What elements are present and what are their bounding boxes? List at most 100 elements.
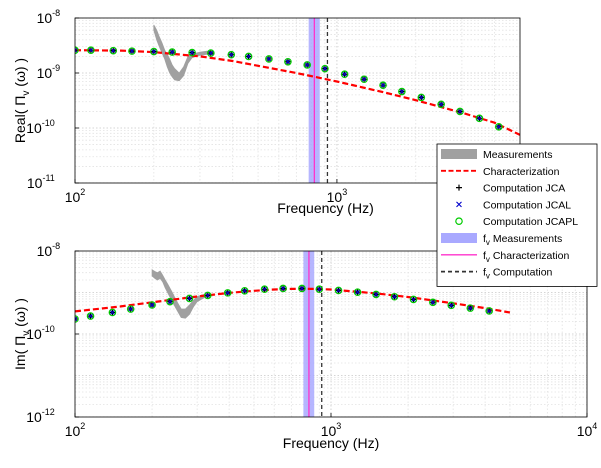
tick-exponent: 2 xyxy=(80,187,85,197)
x-tick-label: 104 xyxy=(577,421,598,439)
legend-label-main: f xyxy=(483,267,486,279)
tick-exponent: -12 xyxy=(42,407,55,417)
jcapl-point xyxy=(321,64,329,73)
jcapl-point xyxy=(437,100,445,109)
jcal-point xyxy=(486,308,492,314)
grid xyxy=(75,251,587,417)
jcal-point xyxy=(361,76,367,82)
jcal-point xyxy=(399,88,405,95)
jcal-point xyxy=(280,285,286,292)
jcal-point xyxy=(335,287,342,294)
jcal-point xyxy=(391,294,398,300)
tick-exponent: -8 xyxy=(52,241,60,251)
jcal-point xyxy=(245,53,252,60)
jcapl-point xyxy=(148,301,156,309)
jcal-point xyxy=(476,115,483,122)
jcal-point xyxy=(448,302,454,309)
jcapl-point xyxy=(372,290,380,299)
jcal-point xyxy=(149,302,155,308)
jcal-point xyxy=(208,50,214,56)
legend-label: Computation JCAL xyxy=(483,199,571,211)
legend-label-rest: Computation xyxy=(490,267,553,279)
legend-swatch-circle xyxy=(455,217,463,226)
y-tick-label: 10-10 xyxy=(26,324,55,342)
legend-label-main: f xyxy=(483,250,486,262)
legend-label: fv Measurements xyxy=(483,233,562,247)
jcapl-point xyxy=(244,52,253,61)
jcapl-point xyxy=(87,46,95,54)
legend-swatch-plus xyxy=(456,184,462,191)
tick-base: 10 xyxy=(65,423,81,439)
legend-swatch-x xyxy=(456,201,462,208)
tick-base: 10 xyxy=(26,120,42,136)
jcapl-point xyxy=(109,46,118,55)
legend-label-main: Computation JCAL xyxy=(483,199,571,211)
jcal-point xyxy=(299,285,305,292)
measurements-band xyxy=(151,269,205,319)
jcapl-point xyxy=(429,298,437,307)
x-tick-label: 102 xyxy=(65,187,86,205)
jcapl-point xyxy=(303,61,311,69)
axes-frame xyxy=(74,17,521,184)
jcapl-point xyxy=(475,114,484,123)
jcal-point xyxy=(205,292,211,299)
jcapl-point xyxy=(456,107,464,116)
jcapl-point xyxy=(207,49,215,57)
jcal-point xyxy=(430,299,436,306)
jcapl-point xyxy=(150,47,158,56)
legend-label-subscript: v xyxy=(486,272,490,281)
jcapl-point xyxy=(334,286,343,295)
ylabel-symbol: Π xyxy=(12,336,28,346)
y-tick-label: 10-11 xyxy=(27,173,55,191)
y-axis-label: Real( Πv (ω) ) xyxy=(12,58,32,143)
legend-swatch-band xyxy=(441,149,477,159)
jcapl-point xyxy=(227,50,236,59)
jcapl-point xyxy=(279,284,287,293)
jcapl-point xyxy=(260,285,269,294)
plot-content xyxy=(75,18,520,183)
tick-exponent: -10 xyxy=(42,324,55,334)
plot-content xyxy=(75,251,511,417)
jcapl-point xyxy=(188,48,196,57)
jcal-point xyxy=(167,299,173,305)
jcapl-point xyxy=(86,312,95,320)
jcapl-point xyxy=(353,288,362,296)
jcapl-point xyxy=(360,75,368,84)
tick-exponent: -9 xyxy=(52,63,60,73)
jcal-point xyxy=(129,48,135,54)
jcapl-point xyxy=(417,93,426,102)
jcal-point xyxy=(261,286,268,292)
tick-base: 10 xyxy=(27,175,43,191)
jca-point xyxy=(75,315,78,322)
legend-label-rest: Measurements xyxy=(490,233,562,245)
tick-base: 10 xyxy=(37,65,53,81)
legend-label: fv Characterization xyxy=(483,250,569,264)
jcapl-point xyxy=(284,57,292,66)
tick-exponent: 2 xyxy=(80,421,85,431)
legend-label: fv Computation xyxy=(483,267,553,281)
legend-label: Characterization xyxy=(483,166,560,178)
ylabel-pre: Real( xyxy=(12,106,28,143)
jcapl-point xyxy=(298,284,306,293)
jcapl-point xyxy=(126,305,135,313)
jcal-point xyxy=(186,295,193,302)
jcal-point xyxy=(75,47,78,53)
jcal-point xyxy=(304,62,310,68)
x-tick-label: 102 xyxy=(65,421,86,439)
jcapl-point xyxy=(466,304,475,312)
jcal-point xyxy=(322,65,328,72)
tick-base: 10 xyxy=(321,423,337,439)
jcapl-point xyxy=(390,292,399,301)
tick-base: 10 xyxy=(577,423,593,439)
jcapl-point xyxy=(223,289,232,297)
jcal-point xyxy=(410,296,417,303)
jcapl-point xyxy=(398,87,406,96)
legend-box xyxy=(436,143,598,287)
jcal-point xyxy=(241,288,248,294)
y-tick-label: 10-8 xyxy=(37,8,61,26)
jcapl-point xyxy=(495,123,503,131)
jca-point xyxy=(75,47,78,54)
jcapl-point xyxy=(166,297,174,306)
